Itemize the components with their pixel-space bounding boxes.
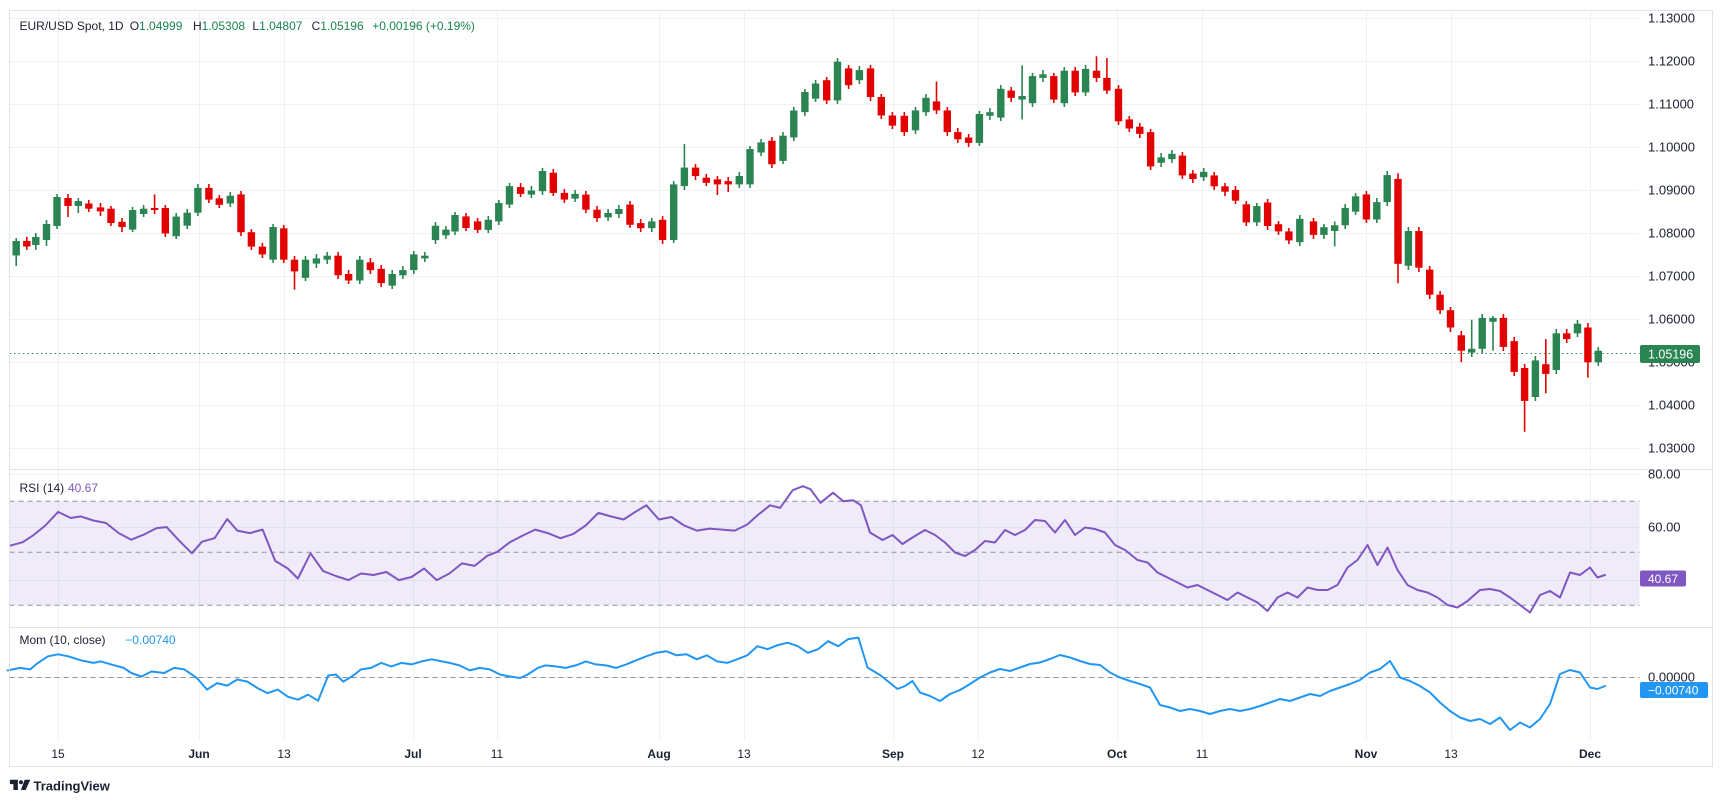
svg-text:Jul: Jul [404,747,421,761]
svg-text:H1.05308: H1.05308 [193,19,245,33]
svg-text:12: 12 [971,747,985,761]
svg-text:−0.00740: −0.00740 [1648,684,1699,698]
svg-text:0.00000: 0.00000 [1648,670,1695,685]
svg-text:Aug: Aug [647,747,670,761]
svg-text:80.00: 80.00 [1648,467,1681,482]
svg-text:13: 13 [1444,747,1458,761]
svg-text:1.13000: 1.13000 [1648,11,1695,26]
svg-text:1.07000: 1.07000 [1648,269,1695,284]
svg-text:60.00: 60.00 [1648,520,1681,535]
svg-text:1.11000: 1.11000 [1648,97,1694,112]
svg-text:1.09000: 1.09000 [1648,183,1695,198]
svg-text:1.04000: 1.04000 [1648,398,1695,413]
svg-text:RSI (14): RSI (14) [20,481,65,495]
svg-text:11: 11 [1196,747,1209,761]
svg-text:EUR/USD Spot, 1D: EUR/USD Spot, 1D [20,19,124,33]
svg-text:1.05196: 1.05196 [1648,348,1693,362]
svg-text:C1.05196: C1.05196 [312,19,364,33]
svg-text:40.67: 40.67 [1648,572,1678,586]
svg-text:+0.00196 (+0.19%): +0.00196 (+0.19%) [372,19,475,33]
svg-text:Jun: Jun [188,747,209,761]
svg-text:1.08000: 1.08000 [1648,226,1695,241]
svg-text:11: 11 [491,747,504,761]
svg-text:Sep: Sep [882,747,904,761]
svg-text:40.67: 40.67 [68,481,98,495]
svg-text:−0.00740: −0.00740 [125,633,176,647]
svg-text:L1.04807: L1.04807 [252,19,302,33]
svg-text:1.12000: 1.12000 [1648,54,1695,69]
svg-text:15: 15 [51,747,65,761]
svg-text:Dec: Dec [1579,747,1601,761]
svg-text:TradingView: TradingView [34,779,111,794]
svg-text:1.06000: 1.06000 [1648,312,1695,327]
svg-text:Mom (10, close): Mom (10, close) [20,633,106,647]
svg-text:Nov: Nov [1355,747,1378,761]
svg-text:13: 13 [277,747,291,761]
svg-text:13: 13 [737,747,751,761]
svg-text:1.10000: 1.10000 [1648,140,1695,155]
svg-text:O1.04999: O1.04999 [130,19,183,33]
svg-text:Oct: Oct [1107,747,1127,761]
svg-text:1.03000: 1.03000 [1648,441,1695,456]
